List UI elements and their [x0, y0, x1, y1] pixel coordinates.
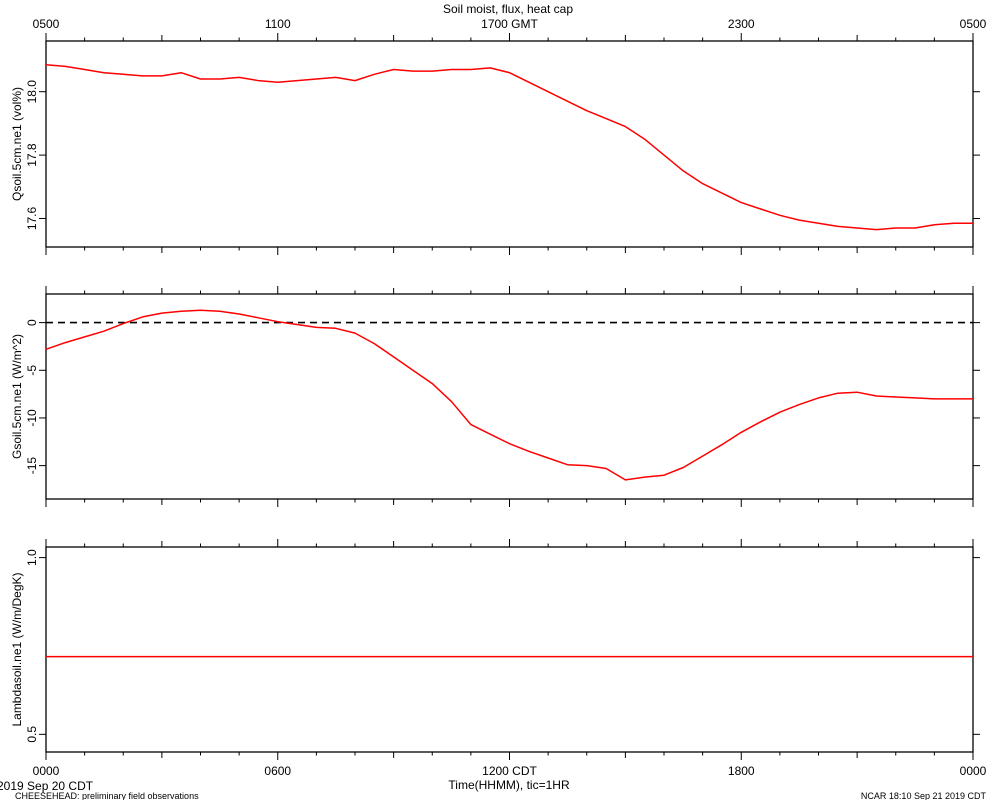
y-axis-label: Qsoil.5cm.ne1 (vol%): [10, 87, 24, 201]
y-tick-label: -5: [25, 365, 39, 376]
soil-heat-flux-panel: -15 -10 -5 0 Gsoil.5cm.ne1 (W/m^2): [10, 286, 980, 507]
y-axis-label: Gsoil.5cm.ne1 (W/m^2): [10, 334, 24, 459]
cdt-tick-label: 1800: [728, 764, 755, 778]
y-axis-label: Lambdasoil.ne1 (W/m/DegK): [10, 572, 24, 726]
gmt-tick-label: 0500: [33, 17, 60, 31]
plot-frame: [45, 293, 974, 500]
y-tick-label: 1.0: [25, 549, 39, 566]
gmt-tick-labels: 0500 1100 1700 GMT 2300 0500: [33, 17, 987, 31]
series-line: [45, 64, 973, 231]
y-tick-label: -10: [25, 409, 39, 427]
y-tick-label: 17.8: [25, 143, 39, 167]
gmt-tick-label: 2300: [728, 17, 755, 31]
cdt-tick-label: 0000: [33, 764, 60, 778]
y-tick-label: 17.6: [25, 206, 39, 230]
chart-title: Soil moist, flux, heat cap: [443, 2, 573, 16]
project-label: CHEESEHEAD: preliminary field observatio…: [15, 791, 199, 800]
plot-frame: [45, 40, 974, 248]
y-tick-label: -15: [25, 457, 39, 475]
gmt-tick-label: 1100: [265, 17, 291, 31]
gmt-tick-label: 1700 GMT: [481, 17, 538, 31]
y-tick-label: 0: [25, 319, 39, 326]
series-line: [45, 309, 973, 481]
plot-frame: [45, 546, 974, 753]
cdt-tick-labels: 0000 0600 1200 CDT 1800 0000: [33, 764, 987, 778]
x-axis-label: Time(HHMM), tic=1HR: [448, 778, 570, 792]
cdt-tick-label: 1200 CDT: [482, 764, 537, 778]
y-tick-label: 18.0: [25, 80, 39, 104]
credit-label: NCAR 18:10 Sep 21 2019 CDT: [861, 791, 987, 800]
date-label: 2019 Sep 20 CDT: [0, 779, 94, 793]
gmt-tick-label: 0500: [960, 17, 987, 31]
cdt-tick-label: 0000: [960, 764, 987, 778]
y-tick-label: 0.5: [25, 726, 39, 743]
cdt-tick-label: 0600: [264, 764, 291, 778]
